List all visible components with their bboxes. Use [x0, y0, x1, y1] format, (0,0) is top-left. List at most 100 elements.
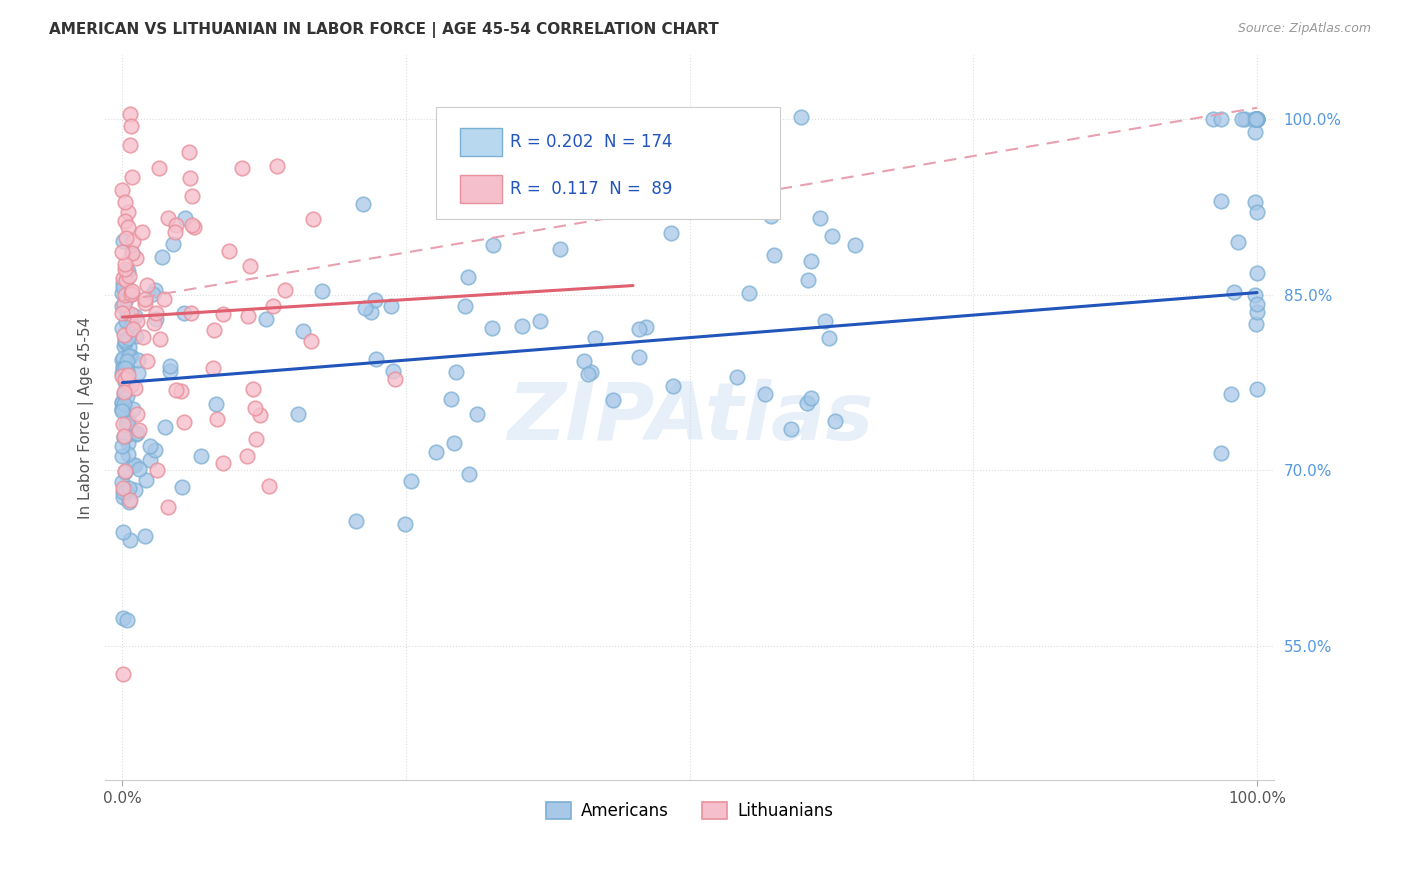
Americans — [759, 210, 782, 224]
Lithuanians — [148, 161, 170, 176]
Lithuanians — [165, 218, 187, 232]
Lithuanians — [121, 322, 143, 336]
Americans — [190, 449, 212, 463]
Americans — [628, 322, 651, 336]
Lithuanians — [114, 261, 136, 276]
Americans — [127, 426, 149, 441]
Americans — [844, 237, 866, 252]
Americans — [117, 263, 139, 277]
Lithuanians — [127, 407, 149, 421]
Americans — [762, 248, 785, 262]
Lithuanians — [153, 292, 176, 306]
Americans — [115, 613, 138, 627]
Lithuanians — [242, 382, 264, 396]
Americans — [117, 285, 139, 299]
Americans — [112, 525, 135, 540]
Lithuanians — [179, 145, 201, 160]
Lithuanians — [163, 225, 186, 239]
Americans — [114, 375, 136, 389]
Americans — [821, 229, 844, 244]
Americans — [572, 354, 595, 368]
Lithuanians — [120, 119, 142, 133]
Americans — [1246, 204, 1268, 219]
Americans — [628, 350, 651, 364]
Americans — [114, 335, 136, 350]
Americans — [576, 367, 599, 381]
Lithuanians — [114, 372, 136, 386]
Lithuanians — [120, 307, 142, 321]
Americans — [111, 353, 134, 368]
Americans — [548, 242, 571, 256]
Americans — [352, 196, 374, 211]
Americans — [112, 429, 135, 443]
Americans — [482, 238, 505, 252]
Lithuanians — [134, 292, 156, 306]
Lithuanians — [114, 257, 136, 271]
Lithuanians — [117, 220, 139, 235]
Americans — [170, 480, 193, 494]
Lithuanians — [120, 378, 142, 392]
Lithuanians — [145, 463, 167, 477]
Americans — [124, 458, 146, 472]
Lithuanians — [112, 385, 135, 400]
Americans — [115, 417, 138, 431]
Lithuanians — [165, 383, 187, 397]
Americans — [779, 422, 801, 436]
Americans — [1201, 112, 1223, 127]
Americans — [1243, 194, 1265, 209]
Americans — [425, 445, 447, 459]
Lithuanians — [135, 278, 157, 293]
Americans — [1220, 386, 1243, 401]
Lithuanians — [121, 286, 143, 301]
Lithuanians — [207, 412, 229, 426]
Americans — [1244, 317, 1267, 331]
Americans — [789, 111, 811, 125]
Americans — [124, 483, 146, 497]
Lithuanians — [121, 246, 143, 260]
Americans — [1246, 112, 1268, 127]
Lithuanians — [112, 297, 135, 311]
Americans — [134, 529, 156, 543]
Americans — [254, 312, 277, 326]
Lithuanians — [257, 479, 280, 493]
Lithuanians — [236, 449, 259, 463]
Americans — [662, 378, 685, 392]
Americans — [292, 324, 315, 338]
Americans — [1246, 267, 1268, 281]
Americans — [1246, 112, 1268, 127]
Americans — [162, 236, 184, 251]
Americans — [112, 611, 135, 625]
Americans — [1244, 112, 1267, 127]
Americans — [114, 465, 136, 479]
Americans — [117, 349, 139, 363]
Americans — [117, 306, 139, 320]
Americans — [443, 435, 465, 450]
Americans — [117, 330, 139, 344]
Americans — [1244, 112, 1267, 127]
Lithuanians — [181, 189, 204, 203]
Americans — [112, 276, 135, 290]
Lithuanians — [111, 183, 134, 197]
Lithuanians — [121, 169, 143, 184]
Lithuanians — [115, 273, 138, 287]
Americans — [125, 426, 148, 441]
Lithuanians — [114, 231, 136, 245]
Americans — [115, 483, 138, 498]
Lithuanians — [231, 161, 253, 175]
Lithuanians — [117, 368, 139, 382]
Americans — [1243, 112, 1265, 127]
Americans — [1246, 296, 1268, 310]
Americans — [118, 340, 141, 354]
Lithuanians — [134, 296, 156, 310]
Americans — [111, 359, 134, 374]
Americans — [115, 265, 138, 279]
Americans — [529, 314, 551, 328]
Americans — [1211, 194, 1233, 208]
Americans — [139, 439, 162, 453]
Americans — [111, 366, 134, 380]
Americans — [659, 226, 682, 240]
Americans — [444, 365, 467, 379]
Americans — [458, 467, 481, 482]
Americans — [1232, 112, 1254, 127]
Lithuanians — [157, 211, 180, 226]
